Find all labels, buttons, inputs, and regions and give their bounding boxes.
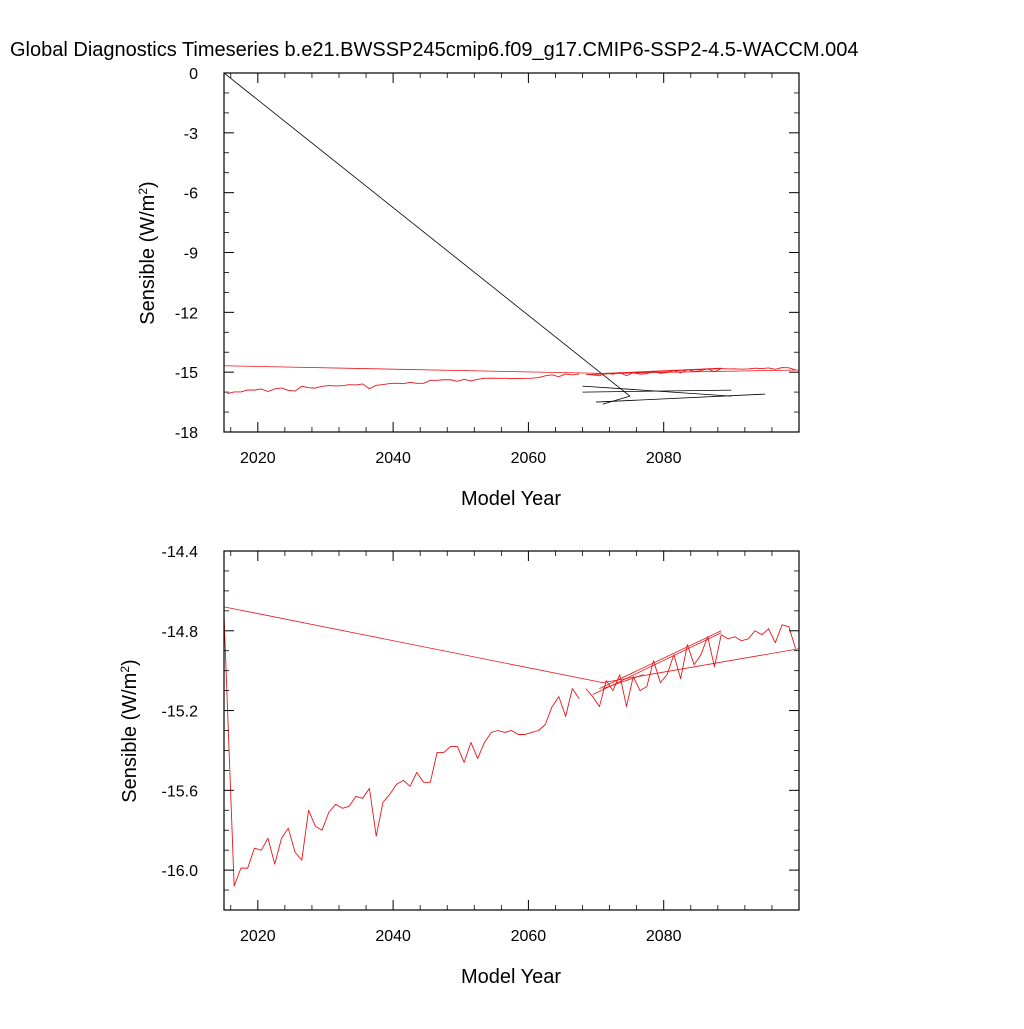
series-0-connector	[224, 606, 799, 684]
series-0-restart-line-1	[582, 389, 732, 393]
y-tick-label-0-2: -6	[184, 186, 198, 203]
y-axis-label-bottom-sup: 2	[118, 666, 132, 673]
x-tick-label-0-3: 2080	[646, 450, 682, 467]
y-tick-label-1-0: -14.4	[162, 544, 199, 561]
y-tick-label-1-2: -15.2	[162, 704, 199, 721]
x-tick-label-0-2: 2060	[511, 450, 547, 467]
series-0-annual-a	[224, 614, 580, 887]
y-tick-label-0-4: -12	[175, 305, 198, 322]
y-tick-label-1-4: -16.0	[162, 863, 199, 880]
x-tick-label-0-0: 2020	[240, 450, 276, 467]
y-axis-label-top-sup: 2	[136, 188, 150, 195]
series-1-connector	[224, 365, 799, 374]
series-0-restart-line-0	[592, 632, 722, 695]
x-tick-label-0-1: 2040	[375, 450, 411, 467]
y-axis-label-bottom-close: )	[119, 659, 141, 666]
y-axis-label-top-close: )	[137, 181, 159, 188]
y-tick-label-1-3: -15.6	[162, 783, 199, 800]
x-axis-label-top: Model Year	[461, 488, 561, 510]
series-0-restart-line-1	[599, 630, 722, 689]
y-tick-label-0-0: 0	[189, 66, 198, 83]
series-1-restart-line-1	[596, 367, 722, 375]
series-group-0	[224, 73, 799, 405]
y-axis-label-top-main: Sensible (W/m	[137, 195, 159, 325]
plot-area-1: 2020 2040 2060 2080 -14.4 -14.8 -15.2 -15.6 -16.…	[162, 544, 800, 945]
panel-bottom: Sensible (W/m2) Model Year 2020 2040 2060 2…	[118, 544, 800, 988]
x-axis-label-bottom: Model Year	[461, 966, 561, 988]
x-tick-label-1-2: 2060	[511, 928, 547, 945]
y-tick-label-0-3: -9	[184, 246, 198, 263]
series-1-annual-a	[227, 373, 580, 395]
x-tick-label-1-0: 2020	[240, 928, 276, 945]
y-axis-label-bottom-main: Sensible (W/m	[119, 673, 141, 803]
series-0-restart-line-2	[596, 393, 766, 403]
x-tick-label-1-3: 2080	[646, 928, 682, 945]
series-0-annual-b	[585, 624, 797, 708]
y-tick-label-0-6: -18	[175, 425, 198, 442]
series-0-restart-line-2	[602, 674, 644, 689]
series-1-restart-line-2	[596, 372, 644, 375]
plot-area-0: 2020 2040 2060 2080 0 -3 -6 -9 -12 -15 -18	[175, 66, 800, 467]
y-tick-label-1-1: -14.8	[162, 624, 199, 641]
figure-title: Global Diagnostics Timeseries b.e21.BWSS…	[10, 39, 859, 61]
y-axis-label-top: Sensible (W/m2)	[136, 181, 159, 324]
series-group-1	[224, 606, 799, 887]
series-0-connector	[224, 73, 631, 405]
y-tick-label-0-1: -3	[184, 126, 198, 143]
panel-top: Sensible (W/m2) Model Year 2020 2040 2060 2…	[136, 66, 800, 510]
y-tick-label-0-5: -15	[175, 365, 198, 382]
x-tick-label-1-1: 2040	[375, 928, 411, 945]
y-axis-label-bottom: Sensible (W/m2)	[118, 659, 141, 802]
